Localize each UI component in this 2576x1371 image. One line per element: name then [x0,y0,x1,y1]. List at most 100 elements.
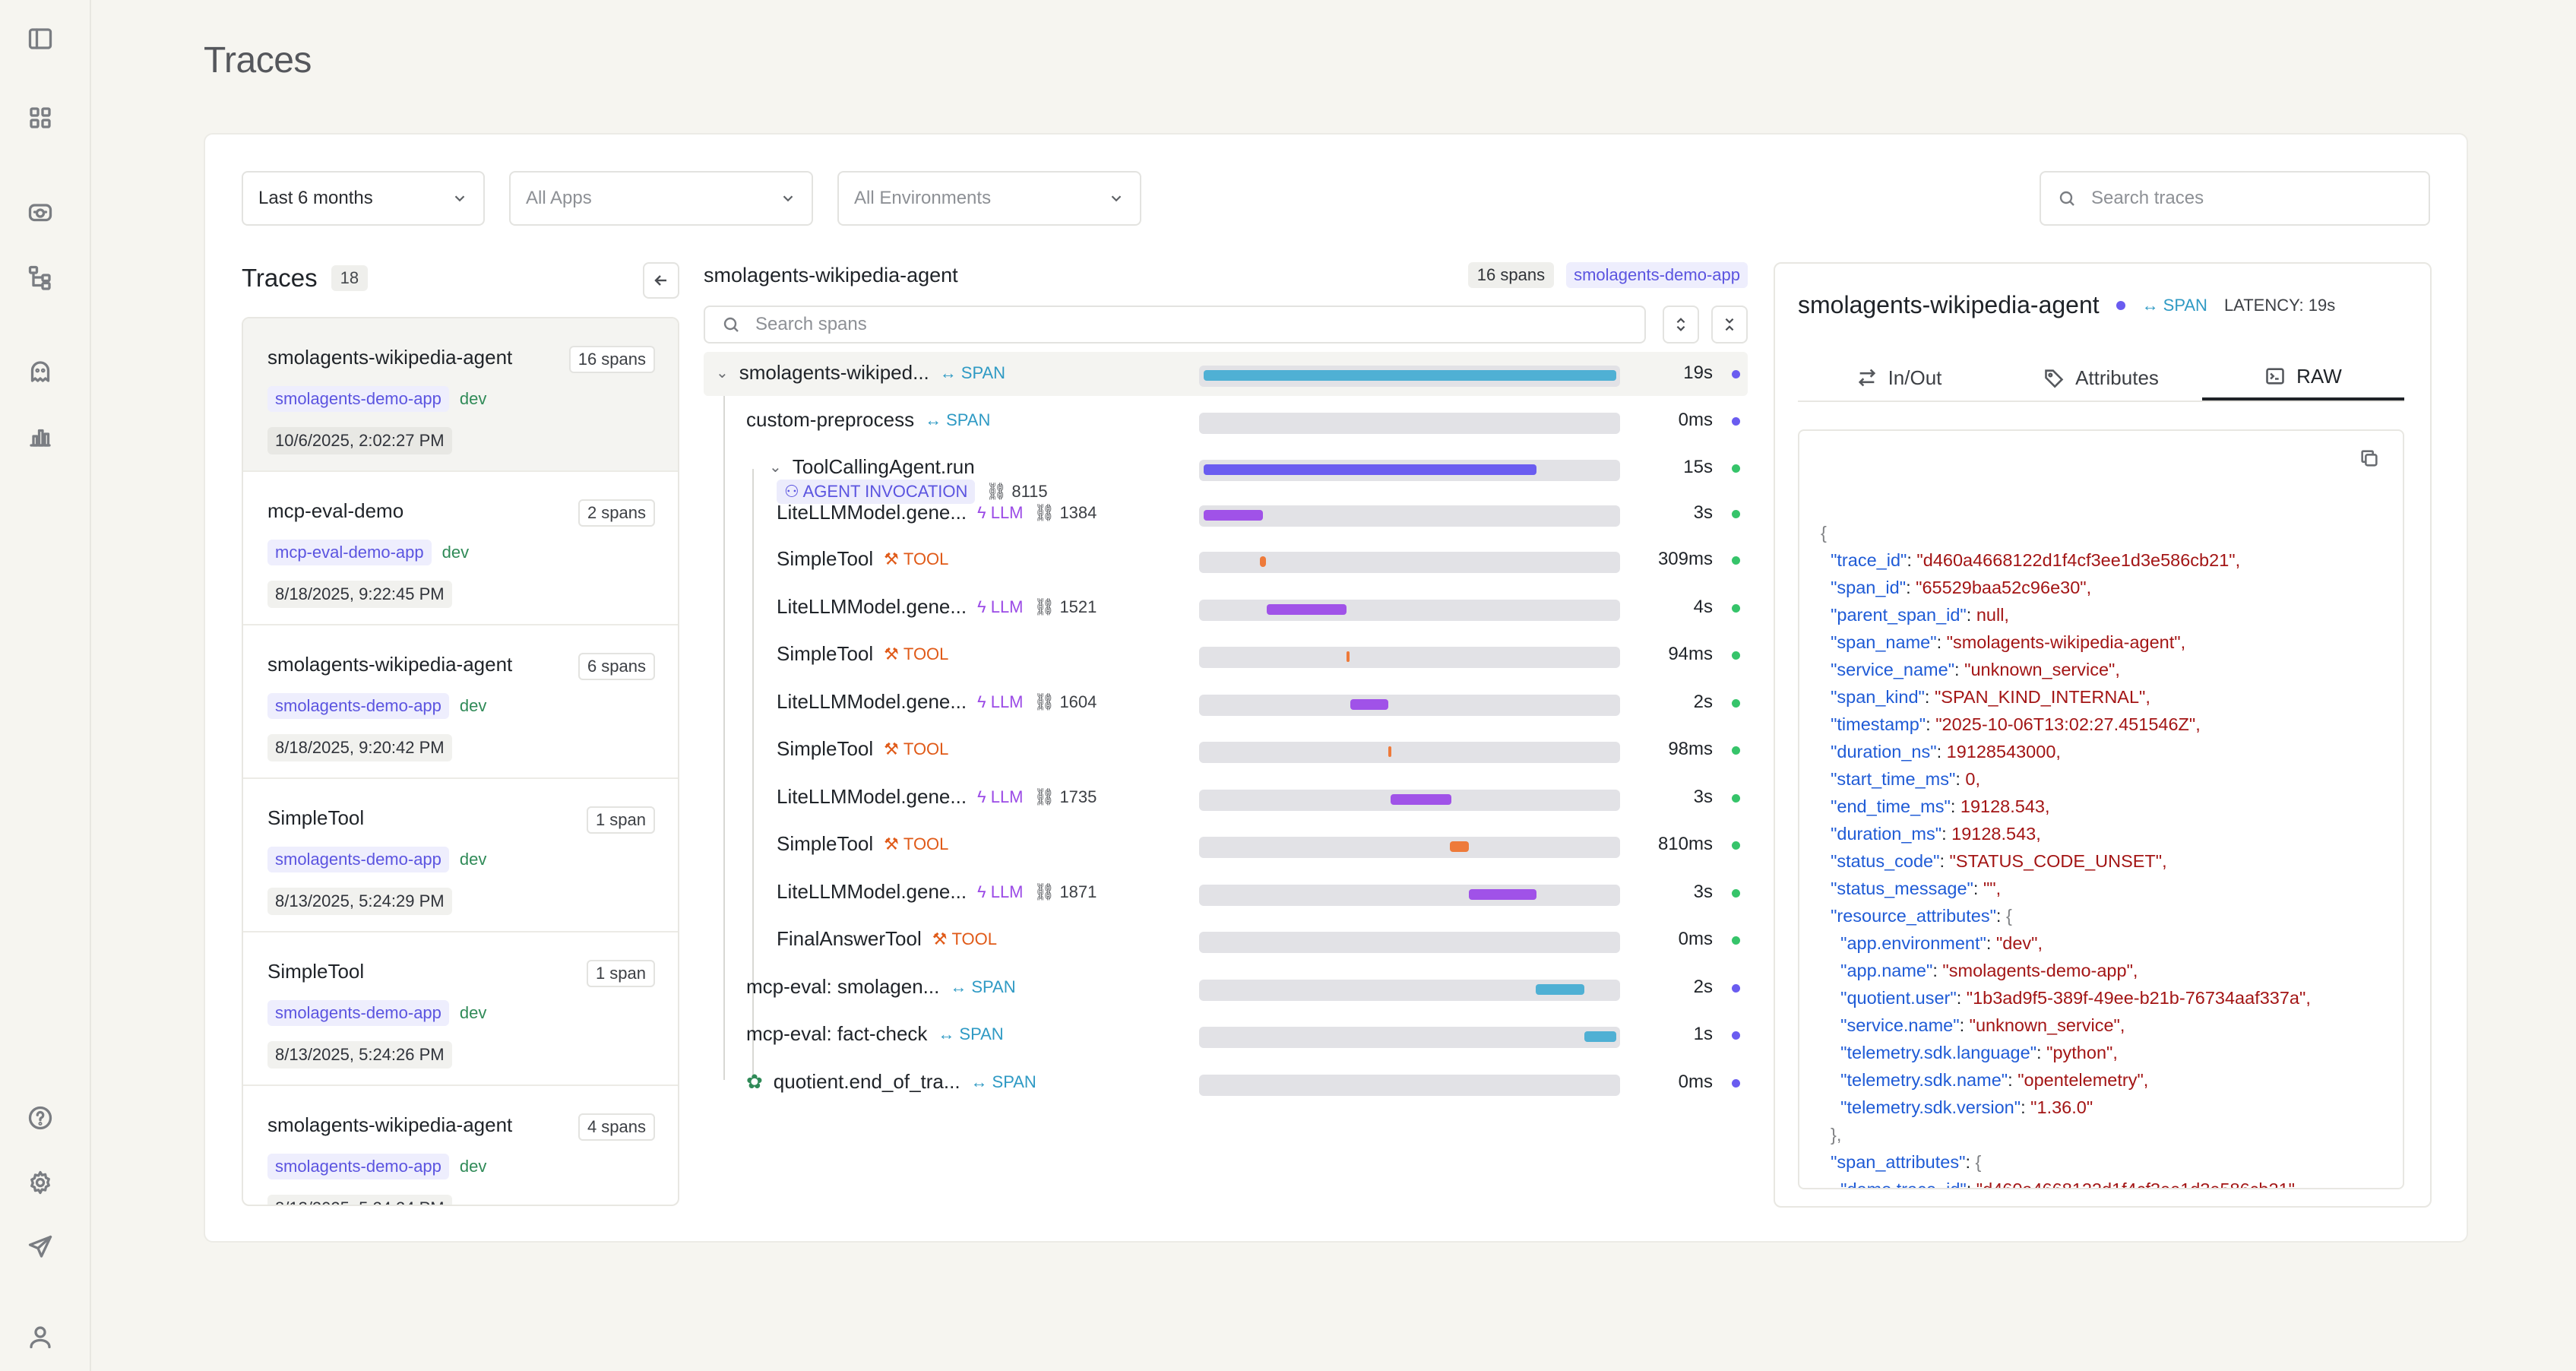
span-row[interactable]: LiteLLMModel.gene... ϟ LLM ⛓ 1384 3s [704,492,1748,536]
lightning-icon: ϟ [977,502,986,522]
trace-list-item[interactable]: smolagents-wikipedia-agent 4 spans smolage… [243,1086,678,1205]
traces-heading: Traces [242,264,318,292]
span-status-dot [1732,510,1740,518]
span-row[interactable]: SimpleTool ⚒ TOOL 94ms [704,633,1748,677]
time-range-value: Last 6 months [258,188,373,208]
tab-in-out[interactable]: In/Out [1798,355,2000,401]
span-timeline-fill [1260,556,1266,567]
apps-select[interactable]: All Apps [509,171,813,226]
environments-select[interactable]: All Environments [837,171,1141,226]
tree-icon[interactable] [24,261,56,293]
span-row[interactable]: ⌄ ToolCallingAgent.run 15s [704,446,1748,490]
detail-title: smolagents-wikipedia-agent [1798,291,2100,318]
span-status-dot [1732,556,1740,565]
time-range-select[interactable]: Last 6 months [242,171,485,226]
settings-icon[interactable] [24,1167,56,1198]
span-timeline-fill [1350,699,1388,710]
send-icon[interactable] [24,1231,56,1263]
sidebar-toggle-icon[interactable] [24,23,56,55]
search-spans-input[interactable]: Search spans [704,306,1646,344]
span-timeline-bar [1199,552,1620,573]
span-status-dot [1732,889,1740,898]
span-row[interactable]: LiteLLMModel.gene... ϟ LLM ⛓ 1735 3s [704,776,1748,820]
traces-header: Traces 18 [242,264,369,293]
span-timeline-bar [1199,695,1620,716]
chevron-down-icon[interactable]: ⌄ [769,459,782,476]
tab-attributes[interactable]: Attributes [2000,355,2202,401]
span-row[interactable]: ⌄ smolagents-wikiped... ↔ SPAN 19s [704,352,1748,396]
span-row[interactable]: LiteLLMModel.gene... ϟ LLM ⛓ 1604 2s [704,681,1748,725]
collapse-all-button[interactable] [1711,306,1748,344]
collapse-list-button[interactable] [643,262,679,299]
trace-list-item[interactable]: smolagents-wikipedia-agent 6 spans smolage… [243,625,678,779]
dashboard-icon[interactable] [24,102,56,134]
span-row[interactable]: LiteLLMModel.gene... ϟ LLM ⛓ 1521 4s [704,586,1748,630]
trace-list-item[interactable]: SimpleTool 1 span smolagents-demo-app dev 8/… [243,932,678,1086]
token-count-value: 1384 [1059,502,1097,522]
span-kind-label: LLM [990,882,1024,901]
wrench-icon: ⚒ [884,644,899,663]
user-icon[interactable] [24,1321,56,1353]
tab-raw[interactable]: RAW [2202,355,2404,401]
tab-attributes-label: Attributes [2075,366,2159,389]
span-duration: 810ms [1657,834,1713,854]
span-status-dot [1732,417,1740,426]
span-timeline-bar [1199,600,1620,621]
span-duration: 0ms [1678,929,1713,949]
span-name: custom-preprocess [746,408,915,431]
span-timeline-bar [1199,837,1620,858]
bar-chart-icon[interactable] [24,420,56,452]
span-row[interactable]: mcp-eval: smolagen... ↔ SPAN 2s [704,966,1748,1010]
span-row[interactable]: ✿ quotient.end_of_tra... ↔ SPAN 0ms [704,1061,1748,1105]
span-timeline-fill [1347,651,1350,662]
span-kind-badge: ϟ LLM [977,597,1023,617]
trace-span-count: 6 spans [578,653,655,680]
wrench-icon: ⚒ [884,549,899,568]
traces-count-badge: 18 [331,265,369,291]
span-duration: 15s [1683,457,1713,477]
copy-icon[interactable] [2359,448,2380,469]
token-count-value: 1521 [1059,597,1097,616]
span-kind-label: LLM [990,597,1024,616]
span-status-dot [1732,984,1740,993]
span-row[interactable]: SimpleTool ⚒ TOOL 98ms [704,728,1748,772]
token-count-value: 1735 [1059,787,1097,806]
raw-json-line: "trace_id": "d460a4668122d1f4cf3ee1d3e58… [1831,550,2241,570]
status-dot [2116,300,2125,310]
chevron-down-icon [1108,190,1125,207]
ghost-icon[interactable] [24,356,56,388]
trace-env-tag: dev [459,1157,487,1176]
span-row[interactable]: SimpleTool ⚒ TOOL 309ms [704,538,1748,582]
trace-app-tag: smolagents-demo-app [267,1000,449,1026]
raw-json-line: "telemetry.sdk.language": "python", [1840,1043,2118,1062]
span-kind-badge: ϟ LLM [977,503,1023,523]
trace-name: smolagents-wikipedia-agent [267,346,513,369]
trace-list-item[interactable]: smolagents-wikipedia-agent 16 spans smolag… [243,318,678,472]
trace-env-tag: dev [459,389,487,408]
search-traces-input[interactable]: Search traces [2040,171,2430,226]
span-status-dot [1732,604,1740,613]
dashboard-gauge-icon[interactable] [24,196,56,228]
help-icon[interactable] [24,1102,56,1134]
span-kind-badge: ⚒ TOOL [884,739,948,759]
span-status-dot [1732,841,1740,850]
token-count: ⛓ 1735 [1034,787,1097,807]
raw-json-viewer[interactable]: { "trace_id": "d460a4668122d1f4cf3ee1d3e… [1798,429,2404,1189]
chevron-down-icon[interactable]: ⌄ [716,365,729,382]
raw-json-line: "end_time_ms": 19128.543, [1831,796,2050,816]
span-duration: 2s [1693,977,1713,997]
span-row[interactable]: FinalAnswerTool ⚒ TOOL 0ms [704,918,1748,962]
span-row[interactable]: LiteLLMModel.gene... ϟ LLM ⛓ 1871 3s [704,871,1748,915]
span-row[interactable]: SimpleTool ⚒ TOOL 810ms [704,823,1748,867]
span-status-dot [1732,794,1740,803]
trace-list-item[interactable]: SimpleTool 1 span smolagents-demo-app dev 8/… [243,779,678,932]
trace-span-count: 4 spans [578,1113,655,1141]
span-name: LiteLLMModel.gene... [777,690,967,713]
chevron-down-icon [780,190,796,207]
trace-list-item[interactable]: mcp-eval-demo 2 spans mcp-eval-demo-app dev… [243,472,678,625]
span-row[interactable]: custom-preprocess ↔ SPAN 0ms [704,399,1748,443]
expand-all-button[interactable] [1663,306,1699,344]
search-icon [2059,191,2074,206]
span-duration: 2s [1693,692,1713,712]
span-row[interactable]: mcp-eval: fact-check ↔ SPAN 1s [704,1013,1748,1057]
